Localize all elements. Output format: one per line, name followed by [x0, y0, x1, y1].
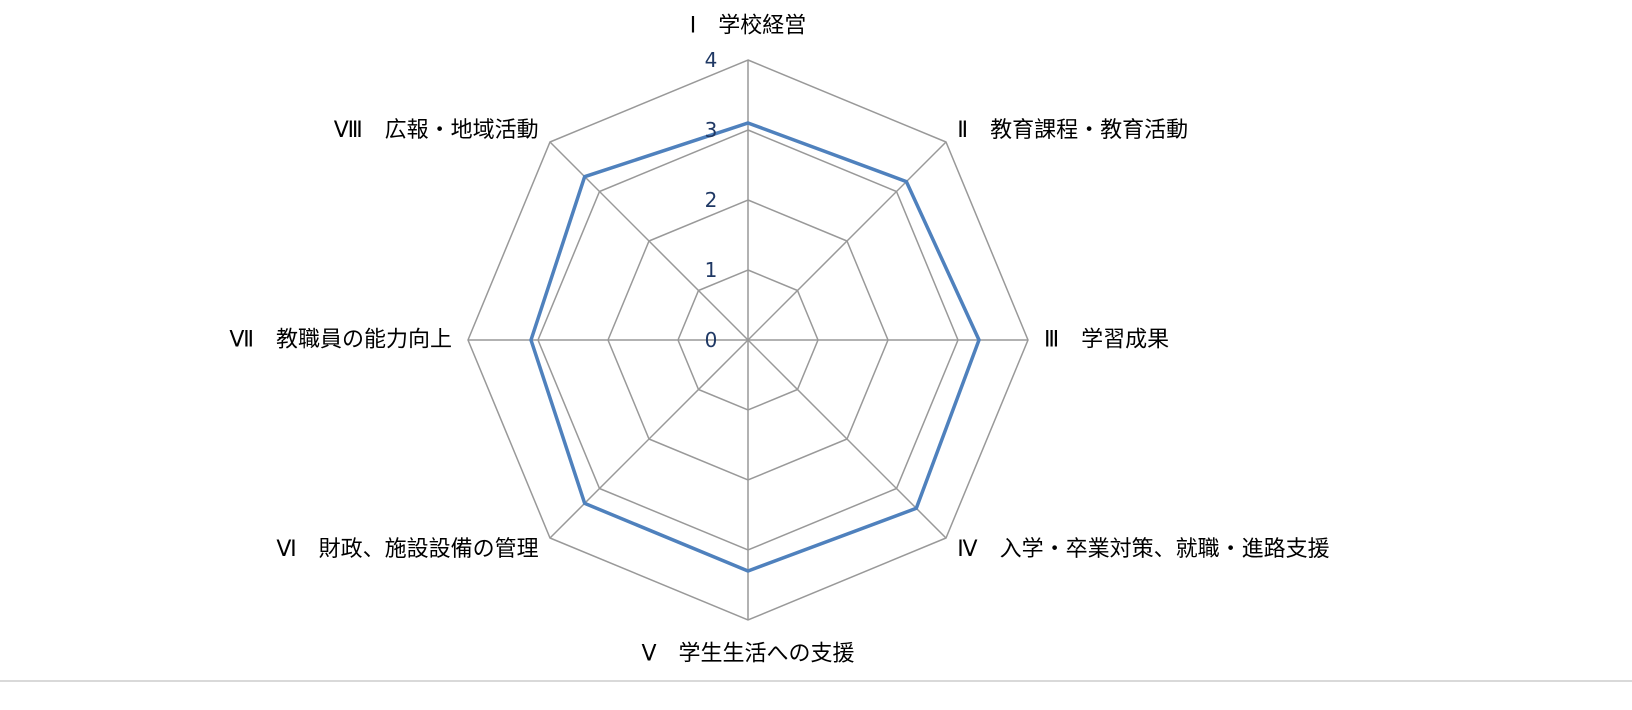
category-label-1: Ⅰ 学校経営 [690, 14, 807, 39]
category-label-6: Ⅵ 財政、施設設備の管理 [276, 537, 538, 562]
category-label-7: Ⅶ 教職員の能力向上 [229, 328, 452, 353]
axis-spoke-4 [747, 339, 947, 539]
bottom-divider [0, 680, 1632, 682]
category-label-4: Ⅳ 入学・卒業対策、就職・進路支援 [957, 537, 1329, 562]
category-label-5: Ⅴ 学生生活への支援 [641, 642, 854, 667]
tick-label-3: 3 [705, 118, 718, 142]
radial-tick-labels: 0 1 2 3 4 [705, 48, 718, 352]
axis-spoke-2 [747, 141, 947, 341]
tick-label-0: 0 [705, 328, 718, 352]
radar-chart: 0 1 2 3 4 Ⅰ 学校経営 Ⅱ 教育課程・教育活動 Ⅲ 学習成果 Ⅳ 入学・卒業対策、就… [229, 14, 1329, 667]
tick-label-4: 4 [705, 48, 718, 72]
axis-spoke-6 [549, 339, 749, 539]
category-label-8: Ⅷ 広報・地域活動 [334, 118, 539, 143]
radar-series [529, 121, 981, 573]
tick-label-2: 2 [705, 188, 718, 212]
category-label-3: Ⅲ 学習成果 [1044, 328, 1169, 353]
tick-label-1: 1 [705, 258, 718, 282]
axis-spoke-8 [549, 141, 749, 341]
radar-axes [468, 60, 1028, 620]
category-labels: Ⅰ 学校経営 Ⅱ 教育課程・教育活動 Ⅲ 学習成果 Ⅳ 入学・卒業対策、就職・進路支援… [229, 14, 1329, 667]
category-label-2: Ⅱ 教育課程・教育活動 [957, 118, 1188, 143]
